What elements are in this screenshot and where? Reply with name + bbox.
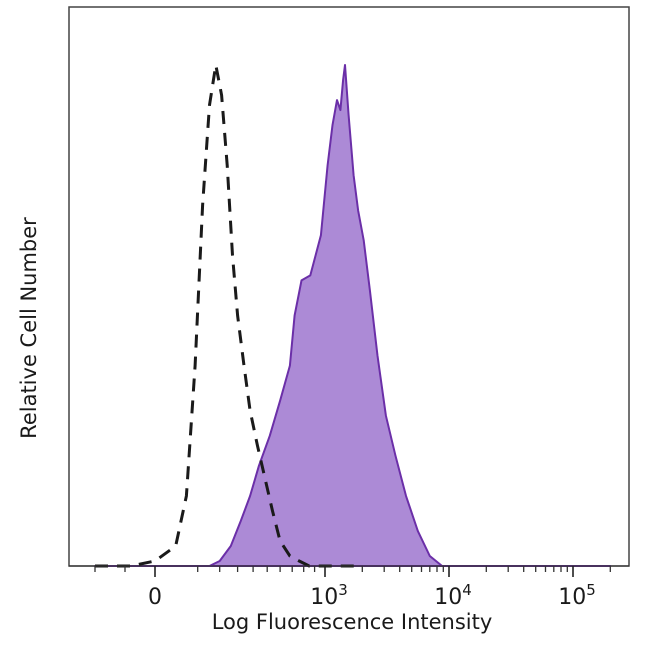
x-axis-title: Log Fluorescence Intensity bbox=[212, 610, 493, 634]
x-axis-tick-labels: 0 103 104 105 bbox=[148, 581, 596, 610]
x-tick-label: 104 bbox=[434, 581, 472, 610]
x-tick-label: 103 bbox=[310, 581, 348, 610]
plot-area: 0 103 104 105 bbox=[68, 6, 630, 610]
series-dashed-histogram bbox=[95, 63, 363, 568]
x-axis-minor-ticks bbox=[94, 566, 611, 572]
y-axis-title: Relative Cell Number bbox=[17, 217, 41, 439]
x-axis-major-ticks bbox=[154, 566, 574, 577]
x-tick-label: 0 bbox=[148, 585, 162, 610]
x-tick-label: 105 bbox=[558, 581, 596, 610]
